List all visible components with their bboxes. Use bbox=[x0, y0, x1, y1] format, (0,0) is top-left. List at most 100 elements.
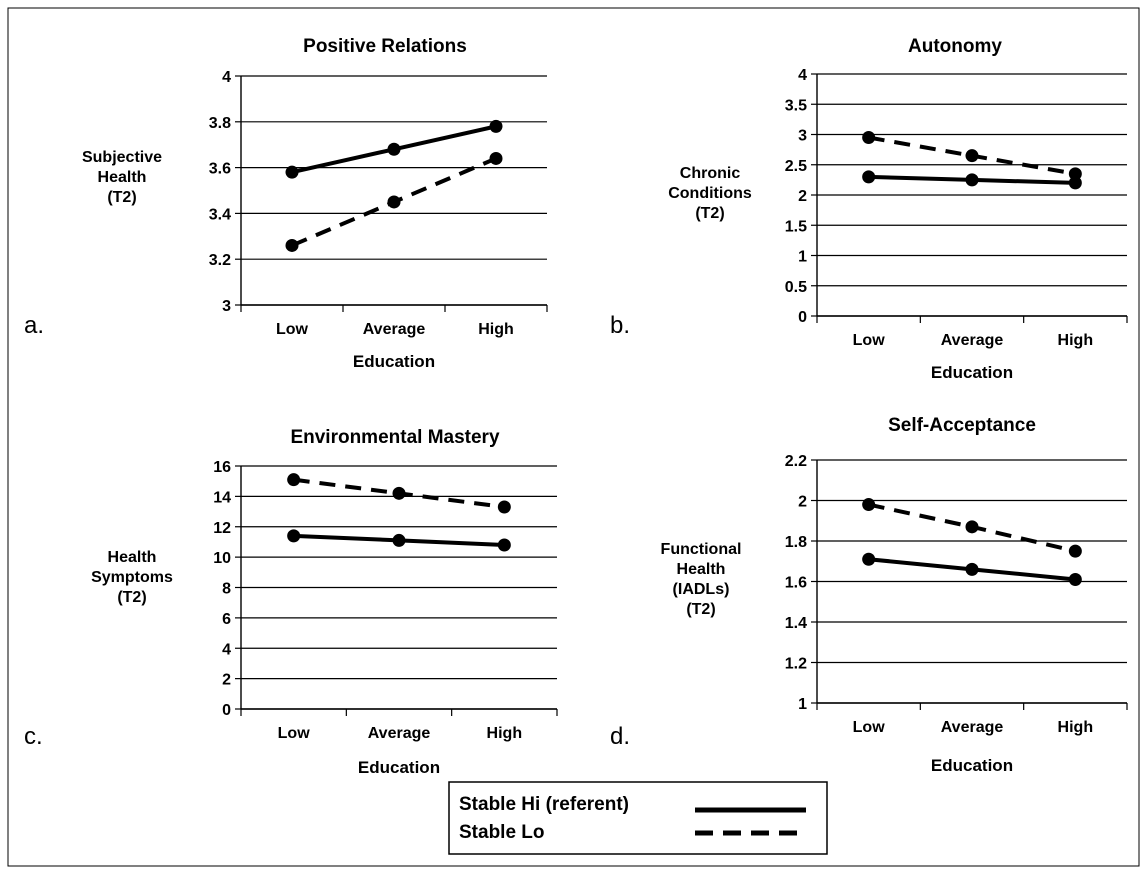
y-tick-label: 4 bbox=[222, 641, 231, 658]
y-tick-label: 4 bbox=[798, 67, 807, 84]
y-tick-label: 4 bbox=[222, 69, 231, 86]
chart-panel-1: 0 0.5 1 1.5 2 2.5 3 3.5 4 Low Average High Autonomy E… bbox=[610, 36, 1128, 382]
data-point-stable-hi bbox=[1068, 572, 1082, 586]
x-axis-title: Education bbox=[358, 758, 440, 777]
y-tick-label: 10 bbox=[213, 550, 231, 567]
data-point-stable-hi bbox=[489, 119, 503, 133]
y-axis-title: Health Symptoms (T2) bbox=[91, 549, 173, 606]
y-axis-title-line: Chronic bbox=[680, 165, 741, 182]
y-axis-title-line: Conditions bbox=[668, 185, 752, 202]
data-point-stable-hi bbox=[965, 562, 979, 576]
x-tick-label: Low bbox=[853, 719, 886, 736]
y-tick-label: 1.6 bbox=[785, 575, 807, 592]
x-tick-label: High bbox=[478, 321, 514, 338]
y-axis-title-line: (T2) bbox=[686, 601, 715, 618]
data-point-stable-hi bbox=[285, 165, 299, 179]
y-tick-label: 2 bbox=[222, 672, 231, 689]
y-axis-title-line: Health bbox=[98, 169, 147, 186]
y-tick-label: 2.2 bbox=[785, 453, 807, 470]
data-point-stable-lo bbox=[387, 195, 401, 209]
data-point-stable-hi bbox=[287, 529, 301, 543]
charts: 3 3.2 3.4 3.6 3.8 4 Low Average High Positive Rel… bbox=[24, 36, 1128, 777]
x-tick-label: Low bbox=[276, 321, 309, 338]
y-axis-title-line: (T2) bbox=[107, 189, 136, 206]
data-point-stable-lo bbox=[392, 486, 406, 500]
y-tick-label: 12 bbox=[213, 520, 231, 537]
data-point-stable-lo bbox=[497, 500, 511, 514]
y-tick-label: 0 bbox=[798, 309, 807, 326]
data-point-stable-lo bbox=[862, 498, 876, 512]
legend-label-1: Stable Lo bbox=[459, 822, 545, 843]
y-tick-label: 6 bbox=[222, 611, 231, 628]
y-tick-label: 3.5 bbox=[785, 97, 807, 114]
y-tick-label: 1.2 bbox=[785, 656, 807, 673]
y-tick-label: 2 bbox=[798, 494, 807, 511]
y-tick-label: 8 bbox=[222, 581, 231, 598]
y-tick-label: 1 bbox=[798, 696, 807, 713]
chart-panel-0: 3 3.2 3.4 3.6 3.8 4 Low Average High Positive Rel… bbox=[24, 36, 548, 371]
chart-title: Autonomy bbox=[908, 36, 1002, 57]
y-axis-title-line: (T2) bbox=[117, 589, 146, 606]
y-axis-title-line: Health bbox=[677, 561, 726, 578]
panel-label: c. bbox=[24, 723, 43, 750]
legend-box: Stable Hi (referent) Stable Lo bbox=[448, 781, 828, 855]
y-tick-label: 0.5 bbox=[785, 279, 807, 296]
panel-label: b. bbox=[610, 312, 630, 339]
y-tick-label: 3 bbox=[222, 298, 231, 315]
y-axis-title-line: Subjective bbox=[82, 149, 162, 166]
y-tick-label: 16 bbox=[213, 459, 231, 476]
data-point-stable-lo bbox=[489, 151, 503, 165]
y-tick-label: 1.4 bbox=[785, 615, 807, 632]
y-tick-label: 3.4 bbox=[209, 206, 231, 223]
y-axis-title-line: (T2) bbox=[695, 205, 724, 222]
data-point-stable-lo bbox=[285, 238, 299, 252]
legend-label-0: Stable Hi (referent) bbox=[459, 794, 629, 815]
data-point-stable-hi bbox=[387, 142, 401, 156]
y-tick-label: 1 bbox=[798, 249, 807, 266]
data-point-stable-lo bbox=[862, 131, 876, 145]
data-point-stable-lo bbox=[1068, 167, 1082, 181]
x-axis-title: Education bbox=[931, 756, 1013, 775]
x-tick-label: High bbox=[1058, 332, 1094, 349]
x-tick-label: High bbox=[487, 725, 523, 742]
data-point-stable-hi bbox=[1068, 176, 1082, 190]
panel-label: a. bbox=[24, 312, 44, 339]
data-point-stable-hi bbox=[862, 170, 876, 184]
y-axis-title-line: (IADLs) bbox=[673, 581, 730, 598]
data-point-stable-lo bbox=[965, 149, 979, 163]
y-axis-title: Chronic Conditions (T2) bbox=[668, 165, 752, 222]
y-tick-label: 3 bbox=[798, 128, 807, 145]
y-axis-title-line: Health bbox=[108, 549, 157, 566]
panel-label: d. bbox=[610, 723, 630, 750]
chart-title: Self-Acceptance bbox=[888, 415, 1036, 436]
x-axis-title: Education bbox=[353, 352, 435, 371]
data-point-stable-hi bbox=[965, 173, 979, 187]
x-tick-label: Low bbox=[853, 332, 886, 349]
y-tick-label: 3.6 bbox=[209, 161, 231, 178]
y-tick-label: 3.2 bbox=[209, 252, 231, 269]
chart-title: Positive Relations bbox=[303, 36, 467, 57]
y-tick-label: 2 bbox=[798, 188, 807, 205]
x-tick-label: Average bbox=[368, 725, 431, 742]
data-point-stable-hi bbox=[392, 533, 406, 547]
data-point-stable-hi bbox=[862, 552, 876, 566]
figure-border bbox=[7, 7, 1140, 867]
data-point-stable-lo bbox=[1068, 544, 1082, 558]
x-tick-label: Average bbox=[941, 719, 1004, 736]
data-point-stable-lo bbox=[287, 473, 301, 487]
x-tick-label: Low bbox=[278, 725, 311, 742]
chart-title: Environmental Mastery bbox=[290, 427, 499, 448]
y-axis-title-line: Symptoms bbox=[91, 569, 173, 586]
y-axis-title-line: Functional bbox=[661, 541, 742, 558]
chart-panel-2: 0 2 4 6 8 10 12 14 16 Low Average High Environmental… bbox=[24, 427, 558, 777]
y-axis-title: Subjective Health (T2) bbox=[82, 149, 162, 206]
y-axis-title: Functional Health (IADLs) (T2) bbox=[661, 541, 742, 618]
y-tick-label: 1.5 bbox=[785, 218, 807, 235]
x-tick-label: Average bbox=[363, 321, 426, 338]
data-point-stable-lo bbox=[965, 520, 979, 534]
chart-panel-3: 1 1.2 1.4 1.6 1.8 2 2.2 Low Average High Self-Acce… bbox=[610, 415, 1128, 775]
y-tick-label: 0 bbox=[222, 702, 231, 719]
x-tick-label: High bbox=[1058, 719, 1094, 736]
data-point-stable-hi bbox=[497, 538, 511, 552]
